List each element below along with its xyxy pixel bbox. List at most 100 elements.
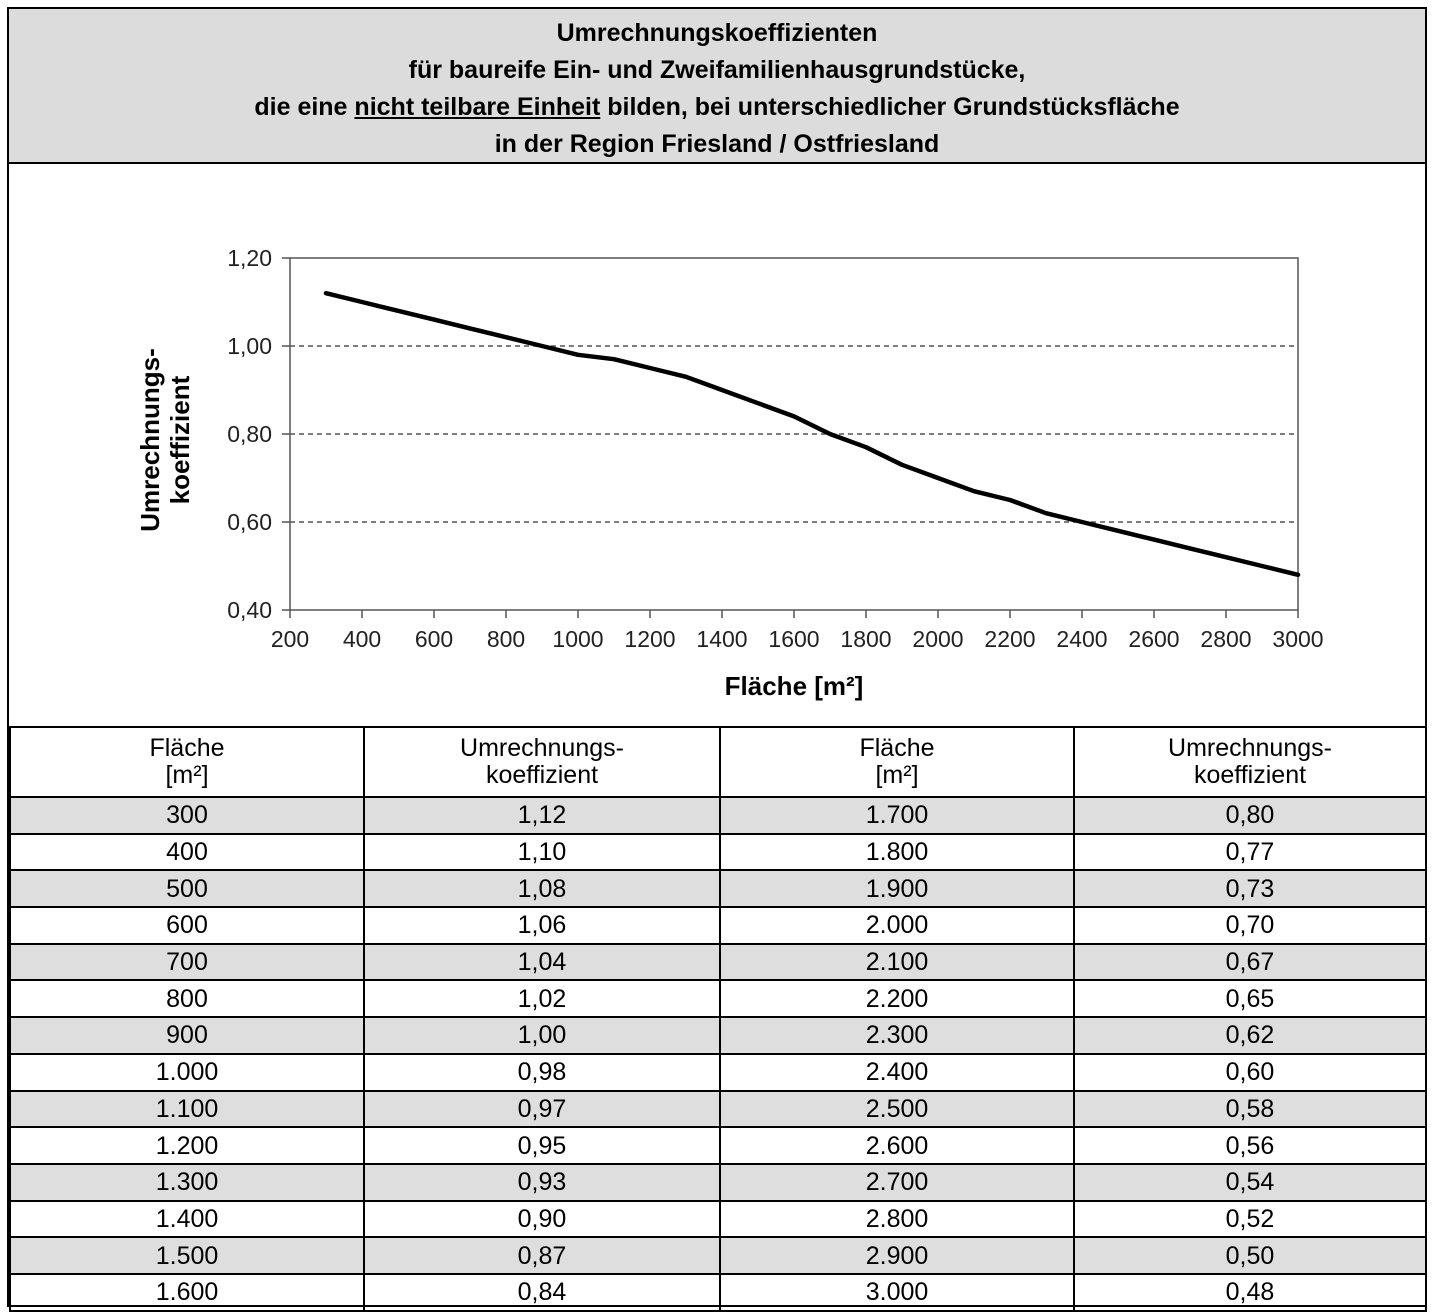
table-cell: 0,52 xyxy=(1073,1199,1427,1239)
table-cell: 0,56 xyxy=(1073,1126,1427,1165)
table-cell: 0,48 xyxy=(1073,1272,1427,1312)
table-cell: 2.900 xyxy=(719,1236,1075,1275)
table-cell: 0,65 xyxy=(1073,979,1427,1019)
table-cell: 700 xyxy=(9,942,365,982)
table-cell: 0,73 xyxy=(1073,869,1427,909)
table-header-cell: Umrechnungs-koeffizient xyxy=(363,726,721,798)
table-header-cell: Fläche [m²] xyxy=(719,726,1075,798)
table-cell: 1.500 xyxy=(9,1236,365,1275)
table-row: 1.500 0,87 2.900 0,50 xyxy=(9,1236,1427,1275)
table-header-text: [m²] xyxy=(165,761,209,789)
x-tick-label: 3000 xyxy=(1272,626,1323,652)
table-cell: 2.200 xyxy=(719,979,1075,1019)
table-cell: 0,80 xyxy=(1073,796,1427,835)
table-cell: 2.600 xyxy=(719,1126,1075,1165)
y-tick-label: 0,40 xyxy=(227,597,272,623)
x-tick-label: 2600 xyxy=(1128,626,1179,652)
table-cell: 1.000 xyxy=(9,1052,365,1092)
x-tick-label: 1400 xyxy=(696,626,747,652)
table-cell: 1.400 xyxy=(9,1199,365,1239)
table-cell: 1.700 xyxy=(719,796,1075,835)
table-cell: 1.300 xyxy=(9,1162,365,1202)
table-cell: 0,95 xyxy=(363,1126,721,1165)
x-tick-label: 2200 xyxy=(984,626,1035,652)
table-cell: 0,62 xyxy=(1073,1016,1427,1055)
header-line-2: für baureife Ein- und Zweifamilienhausgr… xyxy=(408,56,1026,84)
y-axis-title-line-1: Umrechnungs- xyxy=(135,348,165,531)
table-cell: 1.900 xyxy=(719,869,1075,909)
x-axis-title: Fläche [m²] xyxy=(725,671,864,701)
y-tick-label: 1,20 xyxy=(227,245,272,271)
table-cell: 2.400 xyxy=(719,1052,1075,1092)
table-row: 1.300 0,93 2.700 0,54 xyxy=(9,1162,1427,1202)
table-row: 400 1,10 1.800 0,77 xyxy=(9,832,1427,872)
table-cell: 3.000 xyxy=(719,1272,1075,1312)
table-cell: 1.100 xyxy=(9,1089,365,1129)
chart-header: Umrechnungskoeffizienten für baureife Ei… xyxy=(9,9,1425,164)
table-header-text: Fläche xyxy=(149,734,225,762)
table-cell: 1.600 xyxy=(9,1272,365,1312)
table-row: 1.600 0,84 3.000 0,48 xyxy=(9,1272,1427,1312)
table-row: 600 1,06 2.000 0,70 xyxy=(9,906,1427,945)
y-axis-title: Umrechnungs-koeffizient xyxy=(135,348,195,531)
table-cell: 1,10 xyxy=(363,832,721,872)
coefficient-table: Fläche [m²] Umrechnungs-koeffizient Fläche[… xyxy=(9,726,1427,1312)
header-line-3-underlined: nicht teilbare Einheit xyxy=(354,93,601,121)
table-cell: 0,60 xyxy=(1073,1052,1427,1092)
table-cell: 1,04 xyxy=(363,942,721,982)
table-header-text: [m²] xyxy=(875,761,919,789)
x-tick-label: 2400 xyxy=(1056,626,1107,652)
table-cell: 2.500 xyxy=(719,1089,1075,1129)
table-cell: 300 xyxy=(9,796,365,835)
table-cell: 0,90 xyxy=(363,1199,721,1239)
table-cell: 800 xyxy=(9,979,365,1019)
table-header-text: koeffizient xyxy=(485,761,599,789)
table-cell: 500 xyxy=(9,869,365,909)
x-tick-label: 1000 xyxy=(552,626,603,652)
y-tick-label: 1,00 xyxy=(227,333,272,359)
table-header-text: koeffizient xyxy=(1193,761,1307,789)
table-cell: 0,93 xyxy=(363,1162,721,1202)
table-header-text: Umrechnungs- xyxy=(460,734,624,762)
table-cell: 2.800 xyxy=(719,1199,1075,1239)
table-cell: 0,87 xyxy=(363,1236,721,1275)
coefficient-table-wrap: Fläche [m²] Umrechnungs-koeffizient Fläche[… xyxy=(9,726,1427,1312)
table-cell: 900 xyxy=(9,1016,365,1055)
table-cell: 1.200 xyxy=(9,1126,365,1165)
y-tick-label: 0,80 xyxy=(227,421,272,447)
table-cell: 1.800 xyxy=(719,832,1075,872)
header-line-3-post: bilden, bei unterschiedlicher Grundstück… xyxy=(600,93,1180,121)
table-row: 500 1,08 1.900 0,73 xyxy=(9,869,1427,909)
x-tick-label: 1800 xyxy=(840,626,891,652)
x-tick-label: 1200 xyxy=(624,626,675,652)
table-row: 700 1,04 2.100 0,67 xyxy=(9,942,1427,982)
table-cell: 600 xyxy=(9,906,365,945)
table-row: 900 1,00 2.300 0,62 xyxy=(9,1016,1427,1055)
table-cell: 1,08 xyxy=(363,869,721,909)
table-row: 1.000 0,98 2.400 0,60 xyxy=(9,1052,1427,1092)
table-cell: 0,58 xyxy=(1073,1089,1427,1129)
x-tick-label: 2800 xyxy=(1200,626,1251,652)
table-cell: 400 xyxy=(9,832,365,872)
table-cell: 2.100 xyxy=(719,942,1075,982)
table-row: 300 1,12 1.700 0,80 xyxy=(9,796,1427,835)
table-cell: 0,70 xyxy=(1073,906,1427,945)
header-line-4: in der Region Friesland / Ostfriesland xyxy=(494,130,940,158)
table-cell: 0,97 xyxy=(363,1089,721,1129)
table-cell: 0,50 xyxy=(1073,1236,1427,1275)
header-line-3: die eine nicht teilbare Einheit bilden, … xyxy=(9,89,1425,126)
line-chart: 0,40 0,60 0,80 1,00 1,20 200 400 600 800 1000 1200… xyxy=(135,245,1324,701)
table-cell: 2.000 xyxy=(719,906,1075,945)
chart-area: 0,40 0,60 0,80 1,00 1,20 200 400 600 800 1000 1200… xyxy=(9,164,1425,726)
table-cell: 0,54 xyxy=(1073,1162,1427,1202)
table-row: 1.100 0,97 2.500 0,58 xyxy=(9,1089,1427,1129)
table-row: 1.400 0,90 2.800 0,52 xyxy=(9,1199,1427,1239)
table-cell: 2.300 xyxy=(719,1016,1075,1055)
table-cell: 2.700 xyxy=(719,1162,1075,1202)
table-header-text: Umrechnungs- xyxy=(1168,734,1332,762)
x-tick-label: 1600 xyxy=(768,626,819,652)
header-line-1: Umrechnungskoeffizienten xyxy=(556,19,878,47)
table-cell: 1,02 xyxy=(363,979,721,1019)
header-line-3-pre: die eine xyxy=(254,93,355,121)
table-row: 800 1,02 2.200 0,65 xyxy=(9,979,1427,1019)
